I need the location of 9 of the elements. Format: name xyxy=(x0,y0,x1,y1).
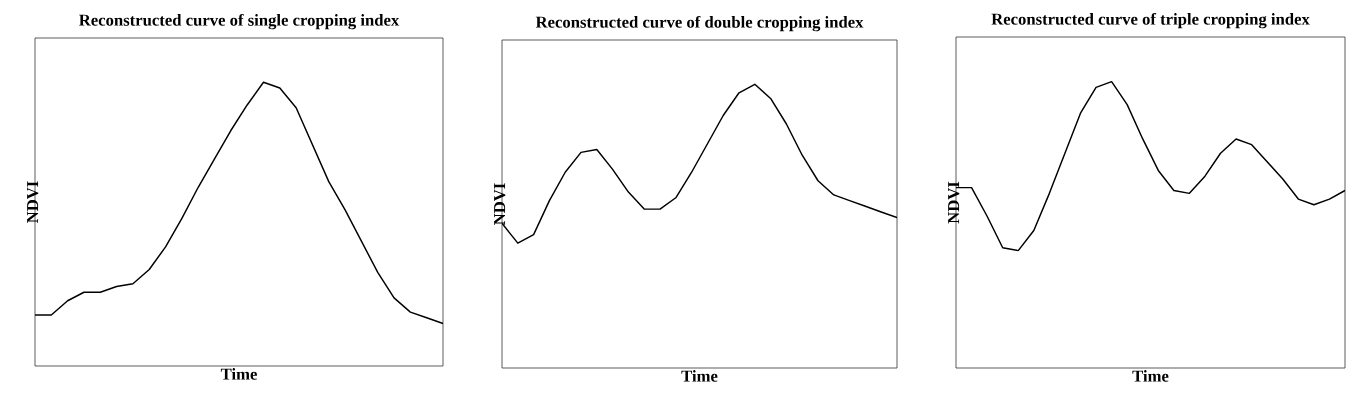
y-axis-title: NDVI xyxy=(27,181,39,223)
y-axis-title: NDVI xyxy=(494,183,506,225)
x-axis-title: Time xyxy=(681,370,718,382)
chart-title: Reconstructed curve of triple cropping index xyxy=(991,12,1310,29)
chart-title: Reconstructed curve of double cropping index xyxy=(535,15,864,32)
x-axis-title: Time xyxy=(220,368,257,380)
x-axis-title: Time xyxy=(1132,370,1169,382)
y-axis-title: NDVI xyxy=(948,181,960,224)
chart-title: Reconstructed curve of single cropping index xyxy=(79,13,400,30)
